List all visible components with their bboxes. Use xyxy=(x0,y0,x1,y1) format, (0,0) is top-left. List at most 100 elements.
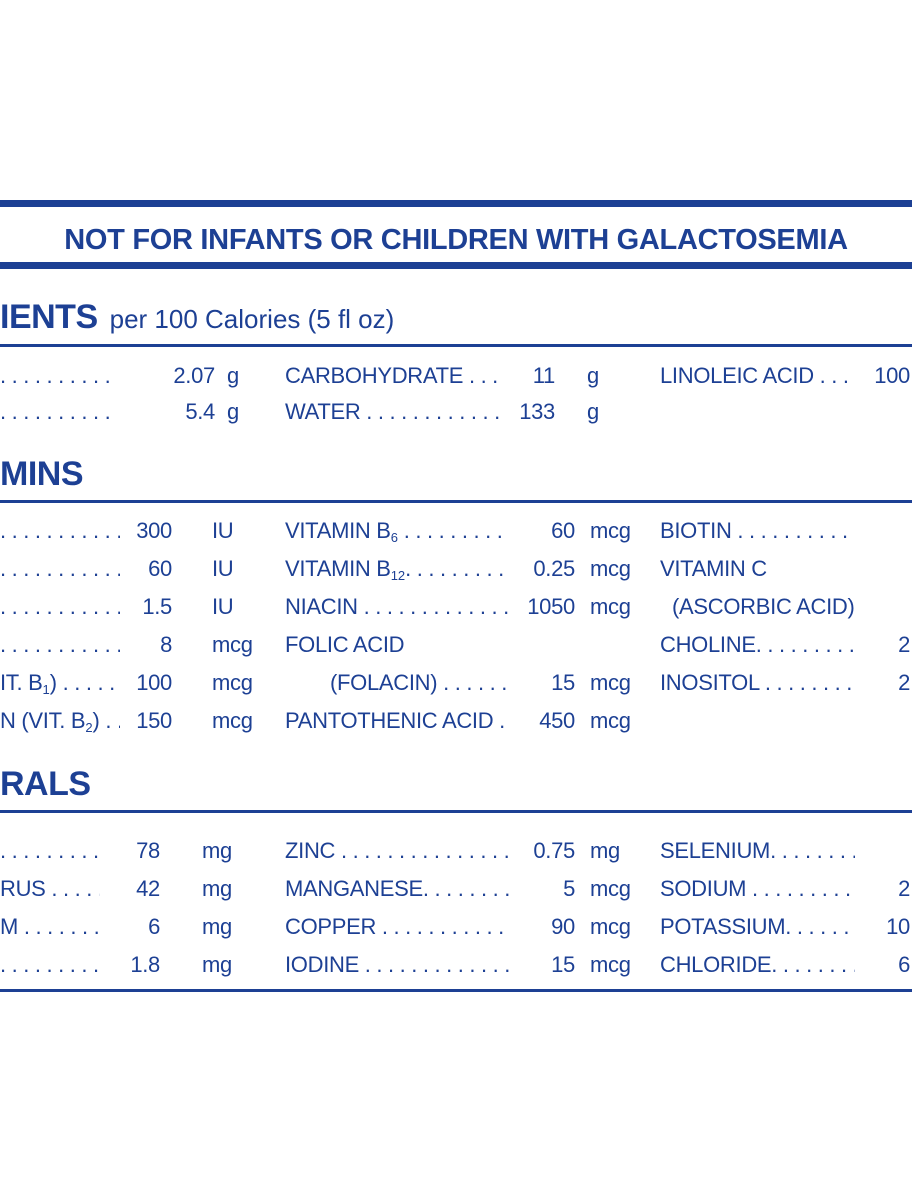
nutrient-value xyxy=(855,588,910,626)
nutrient-unit: g xyxy=(227,363,239,388)
nutrient-name: NIACIN . . . . . . . . . . . . . . xyxy=(285,594,510,619)
nutrient-value: 1.5 xyxy=(142,594,172,619)
nutrient-unit: mg xyxy=(202,914,232,939)
vitamins-column-2: VITAMIN B6 . . . . . . . . . . . . 60 mc… xyxy=(285,512,645,740)
nutrient-row: SODIUM . . . . . . . . . . . . . . 2 xyxy=(660,870,912,908)
nutrient-row: (FOLACIN) . . . . . . . . . 15 mcg xyxy=(285,664,645,702)
nutrient-row: FOLIC ACID xyxy=(285,626,645,664)
nutrient-row: POTASSIUM. . . . . . . . . . . . 10 xyxy=(660,908,912,946)
nutrient-unit: mg xyxy=(202,838,232,863)
nutrient-name: (FOLACIN) . . . . . . . . . xyxy=(330,670,510,695)
nutrient-name: COPPER . . . . . . . . . . . . . . xyxy=(285,914,510,939)
nutrient-unit: IU xyxy=(212,556,234,581)
vitamins-column-1: . . . . . . . . . . . . . . 300 IU . . .… xyxy=(0,512,300,740)
nutrient-row: CHOLINE. . . . . . . . . . . . . . 2 xyxy=(660,626,912,664)
nutrient-name: SELENIUM. . . . . . . . . . . . . . xyxy=(660,838,855,863)
nutrient-name: . . . . . . . . . . . . . . xyxy=(0,952,100,977)
minerals-column-3: SELENIUM. . . . . . . . . . . . . . SODI… xyxy=(660,832,912,984)
nutrient-row: . . . . . . . . . . . . . . 2.07 g xyxy=(0,358,300,394)
nutrient-value: 2 xyxy=(898,876,910,901)
nutrient-name: POTASSIUM. . . . . . . . . . . . xyxy=(660,914,855,939)
nutrient-row: PANTOTHENIC ACID . . . . . . 450 mcg xyxy=(285,702,645,740)
nutrient-name: CHLORIDE. . . . . . . . . . . . . xyxy=(660,952,855,977)
nutrient-value: 450 xyxy=(539,708,575,733)
nutrient-unit: mg xyxy=(202,952,232,977)
nutrient-unit: mg xyxy=(202,876,232,901)
nutrient-row: MANGANESE. . . . . . . . . . . . 5 mcg xyxy=(285,870,645,908)
nutrient-name: CARBOHYDRATE . . . . . . . . xyxy=(285,363,500,388)
nutrient-name: FOLIC ACID xyxy=(285,632,405,657)
minerals-title-bold: RALS xyxy=(0,765,91,803)
nutrient-value: 6 xyxy=(148,914,160,939)
nutrient-name: RUS . . . . . . . . . . . xyxy=(0,876,100,901)
divider xyxy=(0,989,912,992)
divider xyxy=(0,810,912,813)
nutrient-value: 0.25 xyxy=(533,556,575,581)
nutrient-value: 78 xyxy=(136,838,160,863)
nutrient-name: VITAMIN C xyxy=(660,556,767,581)
nutrient-name: IT. B1) . . . . . . . xyxy=(0,670,120,697)
nutrients-section-title: IENTS per 100 Calories (5 fl oz) xyxy=(0,296,394,340)
nutrient-row: SELENIUM. . . . . . . . . . . . . . xyxy=(660,832,912,870)
nutrient-unit: IU xyxy=(212,594,234,619)
nutrient-name: VITAMIN B6 . . . . . . . . . . . . xyxy=(285,518,510,545)
nutrient-row: INOSITOL . . . . . . . . . . . . . 2 xyxy=(660,664,912,702)
nutrient-row: VITAMIN B12. . . . . . . . . . . . 0.25 … xyxy=(285,550,645,588)
nutrient-row: CHLORIDE. . . . . . . . . . . . . 6 xyxy=(660,946,912,984)
nutrients-column-3: LINOLEIC ACID . . . . . . . . . 100 xyxy=(660,358,912,394)
nutrient-value: 6 xyxy=(898,952,910,977)
nutrient-unit: g xyxy=(587,399,599,424)
nutrient-row: VITAMIN C xyxy=(660,550,912,588)
nutrients-title-note: per 100 Calories (5 fl oz) xyxy=(109,304,395,334)
nutrient-row: RUS . . . . . . . . . . . 42 mg xyxy=(0,870,300,908)
nutrients-column-2: CARBOHYDRATE . . . . . . . . 11 g WATER … xyxy=(285,358,645,430)
nutrient-value xyxy=(855,550,910,588)
divider xyxy=(0,200,912,207)
nutrient-name: VITAMIN B12. . . . . . . . . . . . xyxy=(285,556,510,583)
nutrient-value: 10 xyxy=(886,914,910,939)
nutrient-row: . . . . . . . . . . . . . . 78 mg xyxy=(0,832,300,870)
nutrient-unit: g xyxy=(587,363,599,388)
nutrient-unit: mcg xyxy=(212,632,253,657)
nutrient-row: . . . . . . . . . . . . . . 1.8 mg xyxy=(0,946,300,984)
nutrient-name: CHOLINE. . . . . . . . . . . . . . xyxy=(660,632,855,657)
nutrient-value: 2 xyxy=(898,670,910,695)
nutrient-value: 133 xyxy=(519,399,555,424)
nutrient-unit: mcg xyxy=(590,556,631,581)
subscript: 12 xyxy=(390,568,406,583)
nutrient-value xyxy=(855,512,910,550)
nutrient-value: 15 xyxy=(551,952,575,977)
nutrient-row: M . . . . . . . . . . . . 6 mg xyxy=(0,908,300,946)
nutrient-row: . . . . . . . . . . . . . . 5.4 g xyxy=(0,394,300,430)
nutrient-unit: mcg xyxy=(212,708,253,733)
nutrient-value: 100 xyxy=(874,363,910,388)
nutrient-name: ZINC . . . . . . . . . . . . . . . . . . xyxy=(285,838,510,863)
nutrient-value: 5.4 xyxy=(185,399,215,424)
nutrient-row: (ASCORBIC ACID) . . . . . . . . xyxy=(660,588,912,626)
nutrient-value: 11 xyxy=(532,363,556,388)
nutrient-row: IODINE . . . . . . . . . . . . . . . 15 … xyxy=(285,946,645,984)
nutrient-unit: mcg xyxy=(590,708,631,733)
minerals-column-2: ZINC . . . . . . . . . . . . . . . . . .… xyxy=(285,832,645,984)
vitamins-column-3: BIOTIN . . . . . . . . . . . . . . . . V… xyxy=(660,512,912,702)
nutrient-name: MANGANESE. . . . . . . . . . . . xyxy=(285,876,510,901)
nutrient-unit: mcg xyxy=(212,670,253,695)
nutrient-value xyxy=(510,626,575,664)
nutrient-name: N (VIT. B2) . . . . . xyxy=(0,708,120,735)
nutrient-name: BIOTIN . . . . . . . . . . . . . . . . xyxy=(660,518,855,543)
nutrient-name: (ASCORBIC ACID) . . . . . . . . xyxy=(672,594,855,619)
nutrient-name: . . . . . . . . . . . . . . xyxy=(0,518,120,543)
nutrients-column-1: . . . . . . . . . . . . . . 2.07 g . . .… xyxy=(0,358,300,430)
nutrient-unit: mcg xyxy=(590,876,631,901)
nutrient-unit: mcg xyxy=(590,670,631,695)
nutrient-value: 60 xyxy=(551,518,575,543)
nutrient-row: . . . . . . . . . . . . . . 8 mcg xyxy=(0,626,300,664)
nutrient-name: WATER . . . . . . . . . . . . . . . . xyxy=(285,399,500,424)
divider xyxy=(0,262,912,269)
nutrient-value: 2 xyxy=(898,632,910,657)
subscript: 6 xyxy=(390,530,398,545)
nutrient-unit: mcg xyxy=(590,914,631,939)
nutrient-name: M . . . . . . . . . . . . xyxy=(0,914,100,939)
nutrient-value: 5 xyxy=(563,876,575,901)
